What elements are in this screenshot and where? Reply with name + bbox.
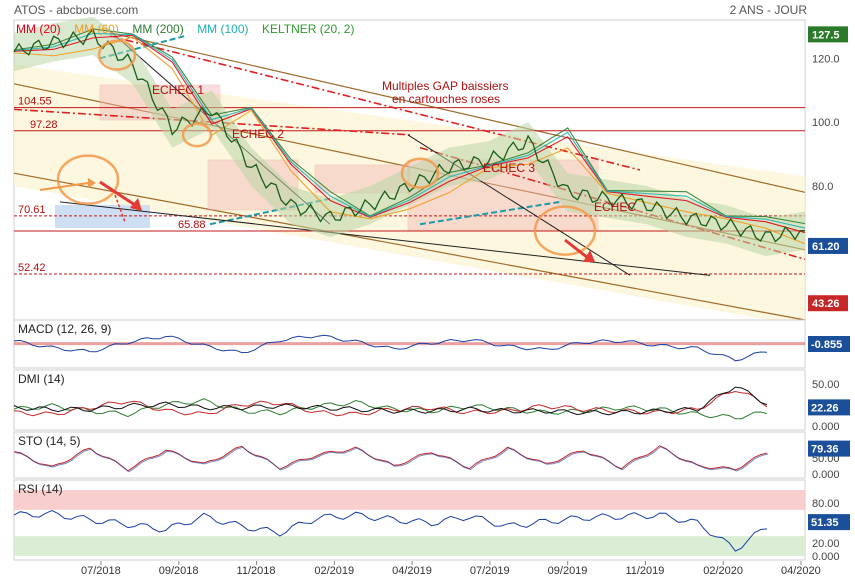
price-badge-text: 61.20 [812, 241, 840, 253]
highlight-circle [56, 154, 120, 205]
indicator-tick-label: 50.00 [812, 379, 840, 391]
channel-lower-line [13, 172, 806, 321]
indicator-tick-label: 80.00 [812, 498, 840, 510]
indicator-title: STO (14, 5) [18, 434, 80, 448]
indicator-value-text: 51.35 [811, 517, 839, 529]
indicator-line [13, 334, 768, 362]
price-badge [808, 26, 848, 43]
price-badge [808, 237, 848, 254]
level-label: 52.42 [18, 262, 46, 274]
echec-1-label: ECHEC 1 [152, 83, 204, 97]
level-label: 104.55 [18, 96, 52, 108]
echec-3-label: ECHEC 3 [483, 161, 535, 175]
arrow-line [99, 180, 136, 207]
indicator-panel-frame [13, 431, 806, 479]
x-tick-label: 11/2018 [237, 565, 276, 577]
indicator-value-badge [808, 399, 850, 416]
highlight-box [55, 205, 150, 228]
arrow-head [88, 178, 96, 188]
arrow-line [39, 182, 89, 191]
highlight-circle [97, 39, 137, 71]
indicator-value-text: 79.36 [811, 444, 839, 456]
price-badge-text: 127.5 [812, 29, 840, 41]
x-tick-label: 02/2019 [314, 565, 354, 577]
indicator-signal-line [14, 446, 769, 473]
indicator-value-badge [808, 440, 850, 457]
moving-average-line [13, 32, 806, 229]
indicator-line [13, 509, 768, 552]
highlight-circle [400, 157, 440, 189]
resistance-trendline [109, 35, 641, 171]
level-label: 65.88 [178, 219, 206, 231]
indicator-value-text: -0.855 [811, 339, 842, 351]
highlight-circle [181, 122, 213, 148]
level-label: 97.28 [30, 119, 58, 131]
indicator-title: DMI (14) [18, 372, 65, 386]
price-line [13, 28, 806, 243]
indicator-line [13, 386, 768, 416]
price-tick-label: 100.0 [812, 117, 840, 129]
chart-header-period: 2 ANS - JOUR [729, 3, 807, 17]
highlight-circle [533, 205, 597, 256]
arrow-head [583, 250, 595, 262]
chart-header-title: ATOS - abcbourse.com [14, 3, 139, 17]
legend-item: MM (60) [74, 22, 119, 36]
indicator-value-text: 22.26 [811, 402, 839, 414]
rsi-overbought-zone [14, 490, 805, 510]
level-label: 70.61 [18, 204, 46, 216]
arrow-head [130, 198, 142, 211]
indicator-panel-frame [13, 369, 806, 431]
x-tick-label: 04/2019 [392, 565, 432, 577]
price-tick-label: 120.0 [812, 53, 840, 65]
x-tick-label: 11/2019 [625, 565, 664, 577]
moving-average-line [13, 34, 806, 234]
arrow-line [564, 238, 589, 260]
indicator-tick-label: 0.000 [812, 421, 840, 433]
indicator-line [13, 398, 768, 420]
x-tick-label: 04/2020 [781, 565, 821, 577]
channel-upper-line [109, 32, 806, 193]
echec-2-label: ECHEC 2 [232, 127, 284, 141]
legend-item: MM (100) [197, 22, 248, 36]
x-tick-label: 02/2020 [703, 565, 743, 577]
x-tick-label: 09/2019 [548, 565, 588, 577]
indicator-tick-label: 20.00 [812, 538, 840, 550]
indicator-tick-label: 0.000 [812, 469, 840, 481]
support-trendline [419, 200, 561, 226]
x-tick-label: 07/2019 [470, 565, 510, 577]
echec-4-label: ECHEC [594, 200, 636, 214]
moving-average-line [13, 36, 806, 245]
indicator-title: MACD (12, 26, 9) [18, 322, 111, 336]
annotation-title: Multiples GAP baissiers [382, 79, 509, 93]
price-badge-text: 43.26 [812, 298, 840, 310]
x-tick-label: 07/2018 [81, 565, 121, 577]
rsi-oversold-zone [14, 536, 805, 556]
black-trendline [59, 201, 711, 276]
moving-average-line [13, 28, 806, 225]
price-tick-label: 80.0 [812, 181, 833, 193]
indicator-value-badge [808, 336, 850, 352]
legend-item: MM (200) [132, 22, 183, 36]
legend-item: KELTNER (20, 2) [262, 22, 354, 36]
indicator-title: RSI (14) [18, 482, 63, 496]
legend-item: MM (20) [16, 22, 61, 36]
x-tick-label: 09/2018 [159, 565, 199, 577]
indicator-value-badge [808, 514, 850, 531]
indicator-tick-label: 0.000 [812, 551, 840, 563]
price-badge [808, 295, 848, 312]
annotation-subtitle: en cartouches roses [392, 92, 500, 106]
